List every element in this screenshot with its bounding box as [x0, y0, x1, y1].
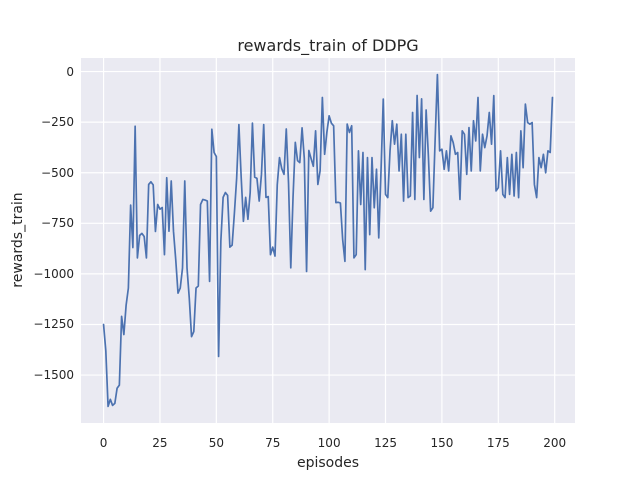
x-tick-label: 25 [152, 436, 168, 450]
x-tick-label: 100 [317, 436, 341, 450]
line-plot-svg [81, 58, 575, 423]
y-tick-label: −1250 [33, 317, 74, 332]
chart-title: rewards_train of DDPG [237, 36, 419, 55]
y-tick-label: 0 [66, 64, 74, 79]
y-tick-label: −250 [41, 115, 74, 130]
x-tick-label: 50 [208, 436, 224, 450]
y-tick-label: −1500 [33, 368, 74, 383]
y-axis-label: rewards_train [10, 192, 26, 288]
x-axis-label: episodes [296, 455, 360, 471]
reward-line [102, 73, 554, 408]
x-tick-label: 200 [543, 436, 567, 450]
y-tick-label: −500 [41, 165, 74, 180]
x-tick-label: 0 [99, 436, 108, 450]
x-tick-label: 125 [374, 436, 397, 450]
x-tick-label: 175 [486, 436, 510, 450]
x-tick-label: 150 [430, 436, 454, 450]
plot-area [81, 58, 575, 423]
x-tick-label: 75 [265, 436, 281, 450]
